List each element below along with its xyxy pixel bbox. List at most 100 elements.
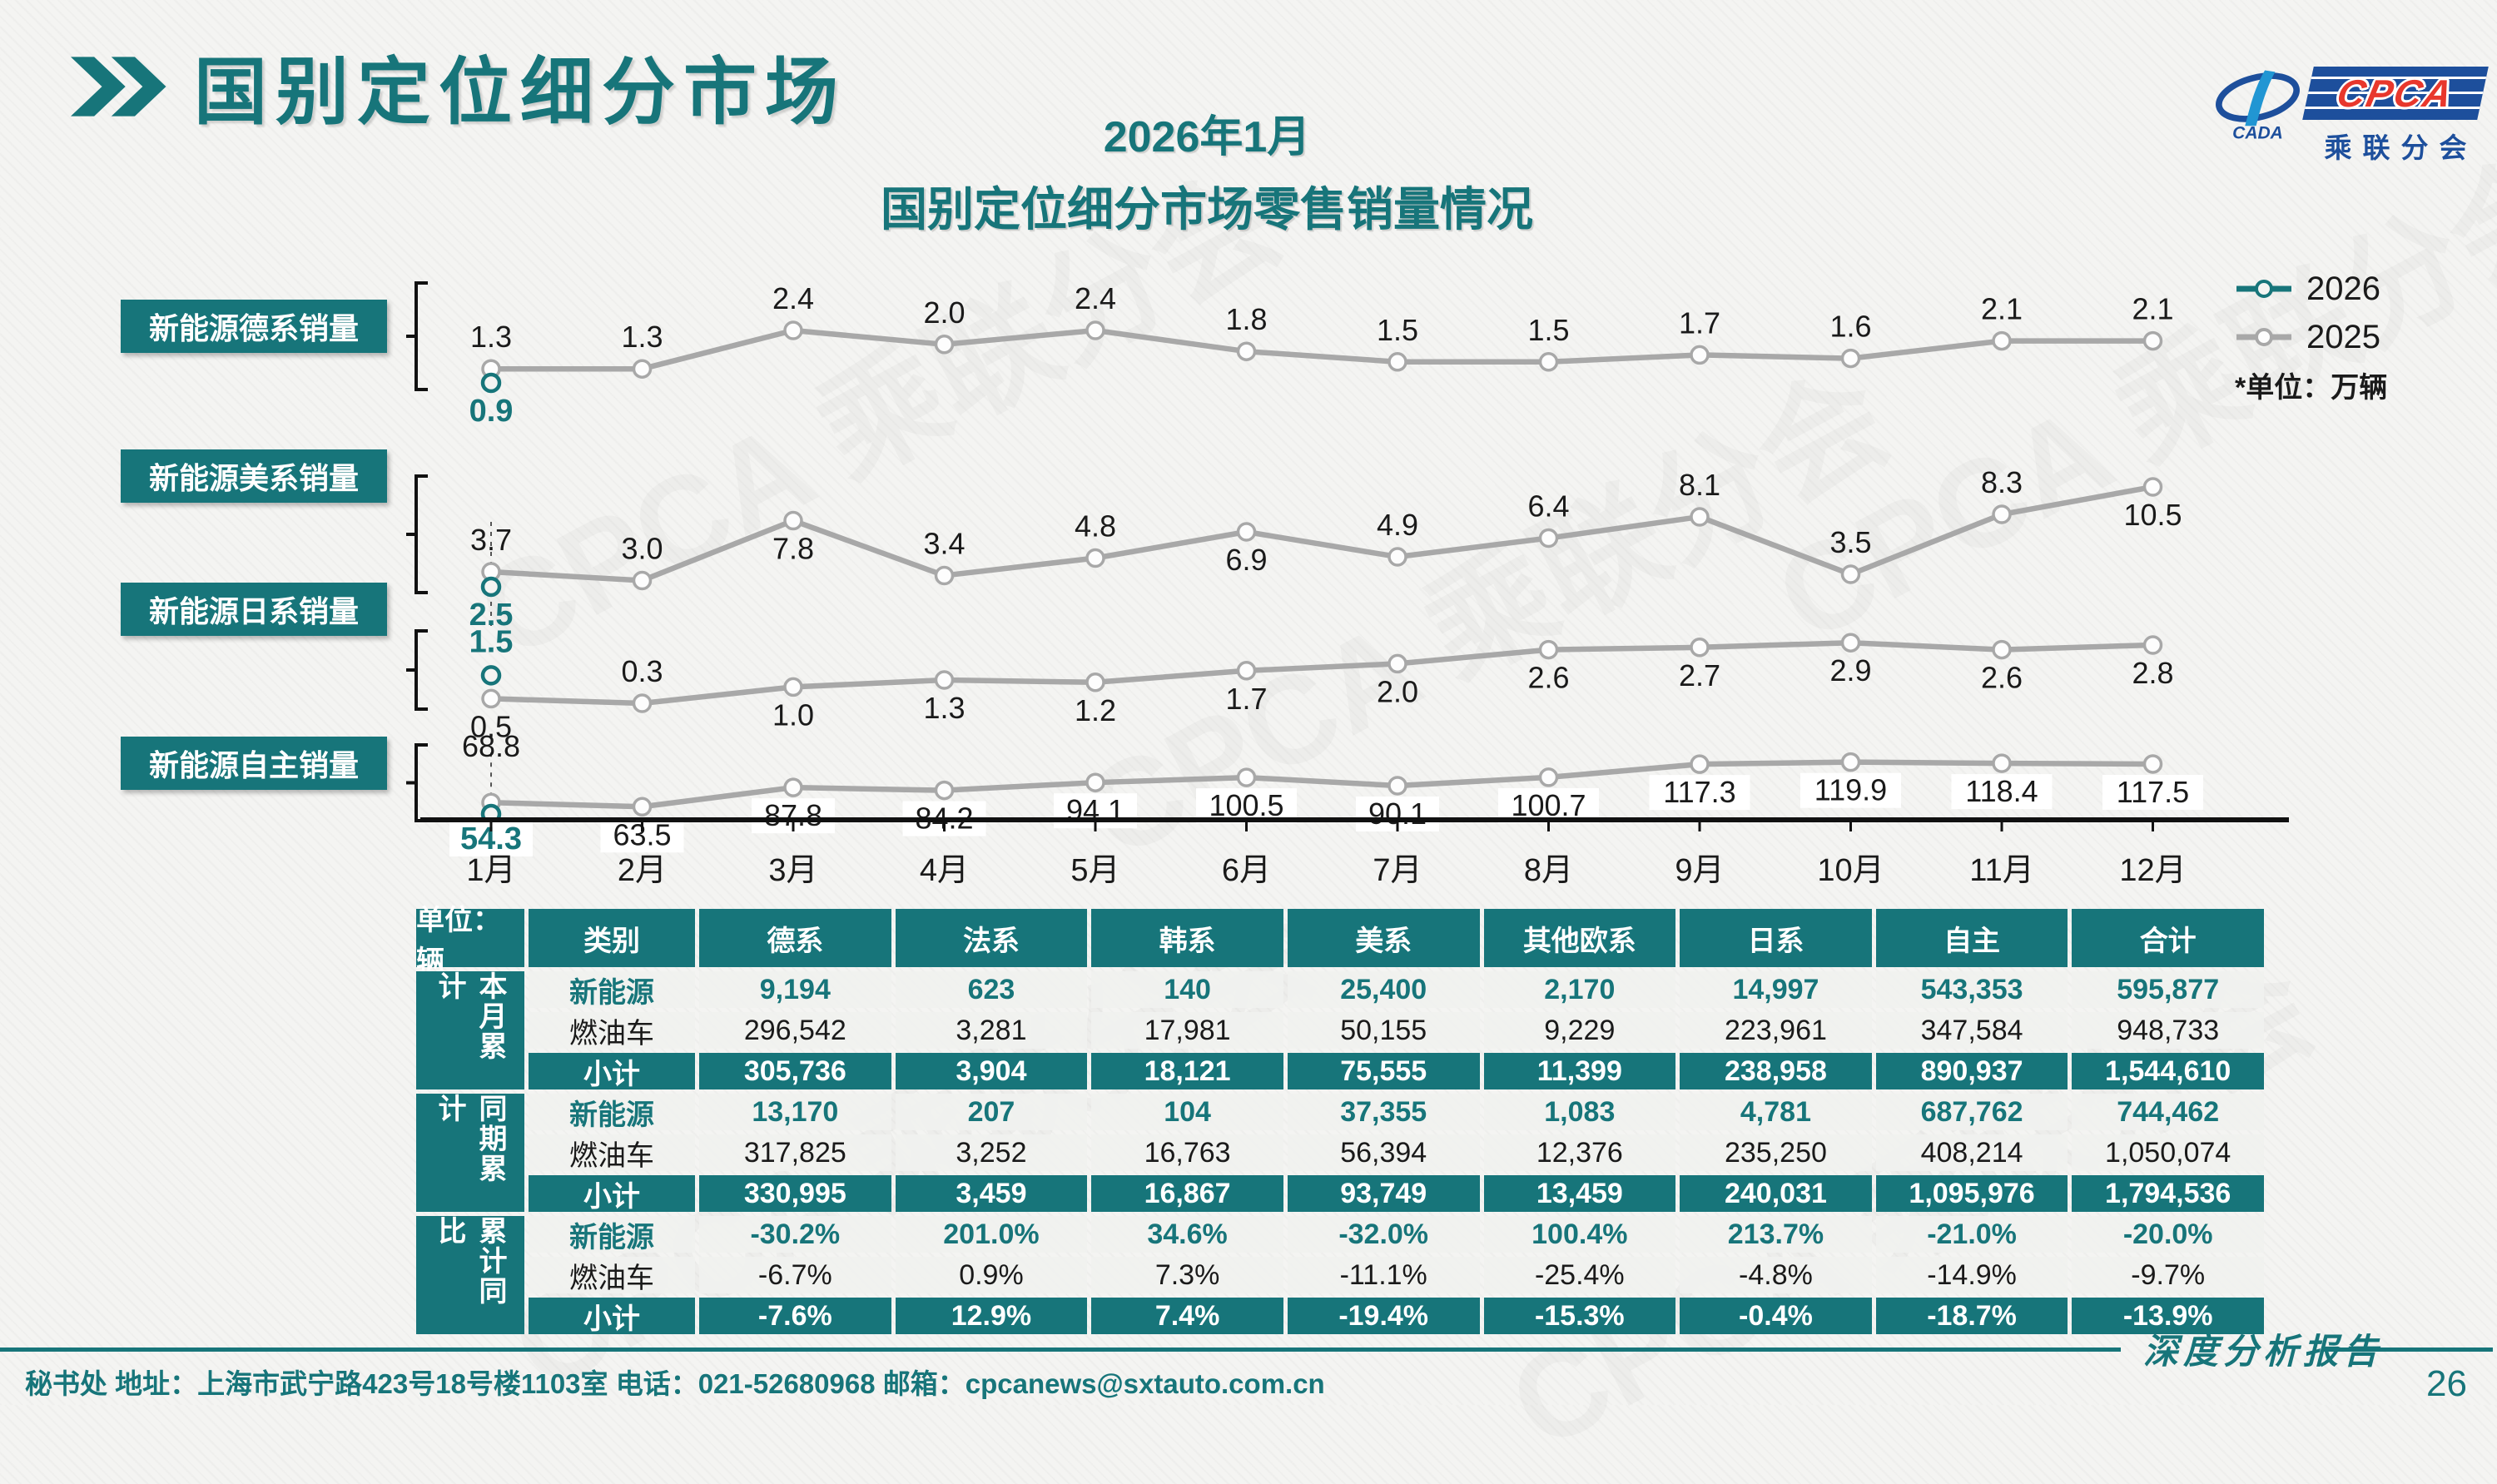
data-point-label: 6.9 xyxy=(1225,543,1267,577)
marker-2025 xyxy=(783,677,803,697)
table-category-cell: 新能源 xyxy=(529,971,695,1009)
x-axis-label: 3月 xyxy=(768,853,817,888)
marker-2025 xyxy=(632,359,653,379)
table-cell: -19.4% xyxy=(1287,1298,1480,1334)
label-background xyxy=(1498,787,1599,823)
marker-2025 xyxy=(783,510,803,531)
page-subtitle: 2026年1月 国别定位细分市场零售销量情况 xyxy=(791,102,1623,240)
axis-bracket xyxy=(406,474,428,594)
label-background xyxy=(1951,774,2053,810)
marker-2025 xyxy=(2142,635,2163,655)
data-point-label: 2.0 xyxy=(1377,674,1418,708)
page: { "header": { "title": "国别定位细分市场", "subt… xyxy=(0,0,2497,1405)
data-point-label: 1.7 xyxy=(1225,682,1267,716)
svg-text:CADA: CADA xyxy=(2232,124,2283,143)
table-cell: 11,399 xyxy=(1483,1053,1676,1089)
table-category-cell: 小计 xyxy=(529,1298,695,1335)
data-point-label: 2.6 xyxy=(1981,661,2023,695)
marker-2025 xyxy=(1992,753,2012,773)
x-axis-label: 12月 xyxy=(2119,853,2186,888)
marker-2026 xyxy=(480,372,502,394)
line-2025 xyxy=(490,639,2153,707)
marker-2025 xyxy=(1236,767,1257,787)
table-cell: 7.4% xyxy=(1091,1298,1283,1334)
data-point-label: 1.5 xyxy=(1377,313,1418,347)
marker-2025 xyxy=(783,320,803,340)
title-block: 国别定位细分市场 xyxy=(71,33,846,139)
data-point-label: 117.5 xyxy=(2117,775,2189,809)
table-cell: 330,995 xyxy=(699,1175,891,1212)
marker-2025 xyxy=(2142,330,2163,351)
marker-2025 xyxy=(1840,752,1861,772)
org-name: 乘联分会 xyxy=(2324,132,2478,163)
series-row-1: 3.7 3.0 7.8 3.4 4.8 6.9 4.9 6.4 8.1 3.5 8.3 10.5 2.5 xyxy=(406,465,2182,633)
table-cell: 213.7% xyxy=(1680,1216,1872,1253)
table-cell: 347,584 xyxy=(1875,1012,2068,1049)
unit-note: *单位：万辆 xyxy=(2235,372,2388,404)
data-point-label: 6.4 xyxy=(1527,489,1569,524)
axis-bracket xyxy=(406,743,428,822)
footer-rule-right xyxy=(2322,1348,2493,1352)
legend-line-2025-icon xyxy=(2236,328,2291,346)
marker-2025 xyxy=(1085,772,1105,792)
table-cell: 50,155 xyxy=(1287,1012,1480,1049)
subtitle-line1: 2026年1月 xyxy=(1103,113,1311,161)
marker-2025 xyxy=(2142,477,2163,497)
footer-contact: 秘书处 地址：上海市武宁路423号18号楼1103室 电话：021-526809… xyxy=(25,1368,1325,1399)
table-header-cell: 法系 xyxy=(895,909,1088,967)
table-cell: 18,121 xyxy=(1091,1053,1283,1089)
data-point-label: 1.8 xyxy=(1225,302,1267,336)
table-cell: 9,194 xyxy=(699,971,891,1008)
marker-2025 xyxy=(1085,673,1105,692)
x-axis-label: 5月 xyxy=(1070,853,1119,888)
table-cell: -13.9% xyxy=(2072,1298,2264,1334)
legend-item-2026: 2026 xyxy=(2235,265,2380,313)
series-row-0: 1.3 1.3 2.4 2.0 2.4 1.8 1.5 1.5 1.7 1.6 2.1 2.1 0.9 xyxy=(406,281,2174,429)
table-cell: 3,904 xyxy=(895,1053,1088,1089)
table-cell: -6.7% xyxy=(699,1257,891,1293)
marker-2025 xyxy=(1992,504,2012,524)
marker-2025 xyxy=(1538,639,1559,660)
marker-2025 xyxy=(1840,633,1861,653)
x-axis-label: 1月 xyxy=(466,853,515,888)
data-point-label: 3.0 xyxy=(621,532,663,566)
series-row-3: 68.863.587.884.294.1100.590.1100.7117.31… xyxy=(406,729,2203,856)
logo-wordmark-block: CPCA 乘联分会 xyxy=(2302,67,2489,166)
table-cell: 235,250 xyxy=(1680,1134,1872,1171)
table-cell: -7.6% xyxy=(699,1298,891,1334)
table-cell: 16,763 xyxy=(1091,1134,1283,1171)
table-cell: 595,877 xyxy=(2072,971,2264,1008)
table-cell: 1,050,074 xyxy=(2072,1134,2264,1171)
data-point-label: 1.2 xyxy=(1075,693,1116,727)
table-cell: 37,355 xyxy=(1287,1094,1480,1130)
table-cell: 25,400 xyxy=(1287,971,1480,1008)
data-point-label: 3.4 xyxy=(923,527,965,561)
table-cell: 623 xyxy=(895,971,1088,1008)
marker-2025 xyxy=(934,670,955,690)
report-label: 深度分析报告 xyxy=(2143,1333,2384,1372)
marker-2025 xyxy=(1690,754,1710,774)
axis-bracket xyxy=(406,629,428,711)
table-cell: 201.0% xyxy=(895,1216,1088,1253)
table-cell: 140 xyxy=(1091,971,1283,1008)
table-cell: 9,229 xyxy=(1483,1012,1676,1049)
data-point-label: 68.8 xyxy=(462,729,520,763)
label-background xyxy=(2102,774,2203,810)
series-label-american: 新能源美系销量 xyxy=(121,449,387,503)
table-cell: 75,555 xyxy=(1287,1053,1480,1089)
marker-2025 xyxy=(1840,564,1861,584)
data-point-label: 0.3 xyxy=(621,654,663,688)
data-point-label: 1.3 xyxy=(470,320,512,354)
marker-2025 xyxy=(1387,352,1407,372)
table-cell: 93,749 xyxy=(1287,1175,1480,1212)
marker-2025 xyxy=(1387,547,1407,567)
table-cell: 34.6% xyxy=(1091,1216,1283,1253)
cpca-wordmark: CPCA xyxy=(2302,67,2489,120)
table-cell: -0.4% xyxy=(1680,1298,1872,1334)
table-cell: 12.9% xyxy=(895,1298,1088,1334)
table-cell: 890,937 xyxy=(1875,1053,2068,1089)
data-point-label: 0.9 xyxy=(469,394,514,429)
table-group-label: 同期累计 xyxy=(416,1094,524,1212)
table-cell: 1,095,976 xyxy=(1875,1175,2068,1212)
table-cell: 4,781 xyxy=(1680,1094,1872,1130)
